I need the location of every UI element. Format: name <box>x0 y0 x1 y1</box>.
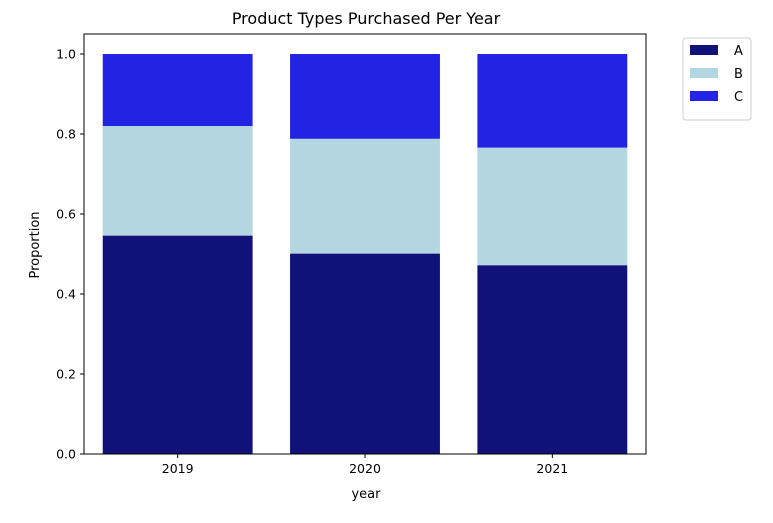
y-tick-label: 1.0 <box>56 47 76 62</box>
x-tick-label: 2021 <box>536 461 568 476</box>
x-axis-label: year <box>351 487 381 502</box>
bar-A-2020 <box>290 253 440 454</box>
x-tick-label: 2020 <box>349 461 381 476</box>
y-axis: 0.0 0.2 0.4 0.6 0.8 1.0 <box>56 47 84 462</box>
bar-C-2020 <box>290 54 440 139</box>
y-tick-label: 0.0 <box>56 447 76 462</box>
x-tick-label: 2019 <box>162 461 194 476</box>
bar-B-2021 <box>477 147 628 266</box>
bar-C-2021 <box>477 54 628 148</box>
legend-label-A: A <box>734 44 743 59</box>
y-tick-label: 0.4 <box>56 287 76 302</box>
y-tick-label: 0.6 <box>56 207 76 222</box>
legend-label-B: B <box>734 67 743 82</box>
bar-A-2019 <box>102 235 253 454</box>
y-tick-label: 0.8 <box>56 127 76 142</box>
bar-A-2021 <box>477 265 628 454</box>
bars-group <box>102 54 628 454</box>
x-axis: 2019 2020 2021 <box>162 454 568 476</box>
legend-label-C: C <box>734 90 743 105</box>
legend-swatch-A <box>690 45 718 55</box>
y-axis-label: Proportion <box>28 211 43 278</box>
bar-B-2020 <box>290 138 440 254</box>
legend-swatch-C <box>690 91 718 101</box>
bar-B-2019 <box>102 126 253 236</box>
legend-swatch-B <box>690 68 718 78</box>
chart-title: Product Types Purchased Per Year <box>232 9 501 28</box>
legend: ABC <box>682 37 752 121</box>
y-tick-label: 0.2 <box>56 367 76 382</box>
bar-C-2019 <box>102 54 253 126</box>
